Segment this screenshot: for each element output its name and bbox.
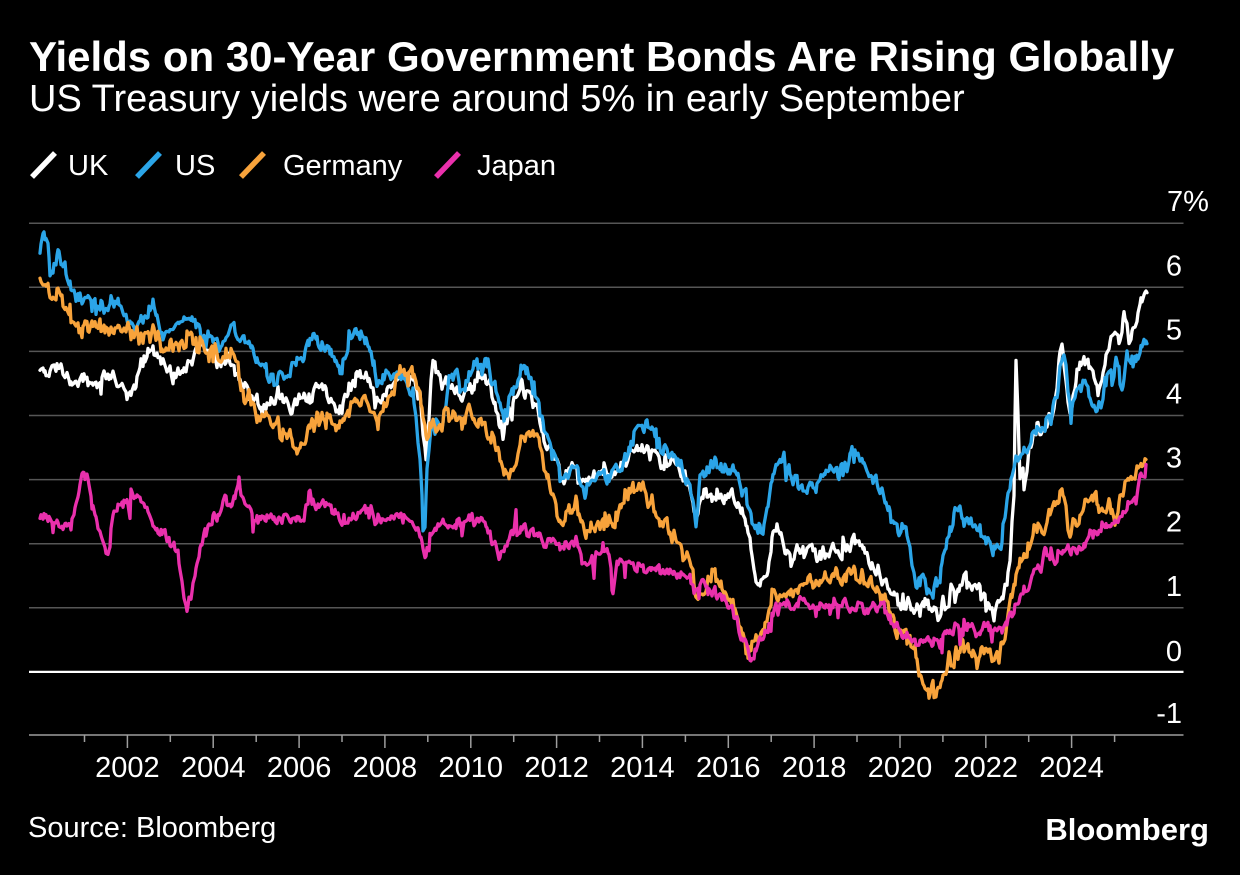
svg-text:Japan: Japan	[477, 150, 556, 182]
svg-text:2018: 2018	[782, 752, 847, 784]
svg-text:5: 5	[1166, 314, 1182, 346]
svg-text:Yields on 30-Year Government B: Yields on 30-Year Government Bonds Are R…	[29, 33, 1175, 80]
svg-text:2004: 2004	[181, 752, 246, 784]
svg-text:2002: 2002	[95, 752, 160, 784]
svg-text:2006: 2006	[267, 752, 332, 784]
svg-text:7%: 7%	[1167, 186, 1209, 218]
svg-text:2022: 2022	[954, 752, 1019, 784]
svg-text:Germany: Germany	[283, 150, 403, 182]
svg-text:-1: -1	[1156, 698, 1182, 730]
svg-text:2024: 2024	[1039, 752, 1104, 784]
svg-text:2014: 2014	[610, 752, 675, 784]
svg-text:2016: 2016	[696, 752, 761, 784]
svg-text:2008: 2008	[353, 752, 418, 784]
svg-text:2010: 2010	[439, 752, 504, 784]
svg-text:Source: Bloomberg: Source: Bloomberg	[28, 812, 276, 844]
svg-text:Bloomberg: Bloomberg	[1045, 812, 1209, 847]
svg-text:4: 4	[1166, 379, 1182, 411]
svg-text:0: 0	[1166, 636, 1182, 668]
svg-text:US Treasury yields were around: US Treasury yields were around 5% in ear…	[29, 78, 965, 120]
svg-text:UK: UK	[68, 150, 109, 182]
svg-text:1: 1	[1166, 571, 1182, 603]
svg-text:US: US	[175, 150, 215, 182]
svg-text:3: 3	[1166, 443, 1182, 475]
svg-text:2020: 2020	[868, 752, 933, 784]
svg-text:2012: 2012	[524, 752, 589, 784]
svg-text:2: 2	[1166, 507, 1182, 539]
svg-text:6: 6	[1166, 250, 1182, 282]
